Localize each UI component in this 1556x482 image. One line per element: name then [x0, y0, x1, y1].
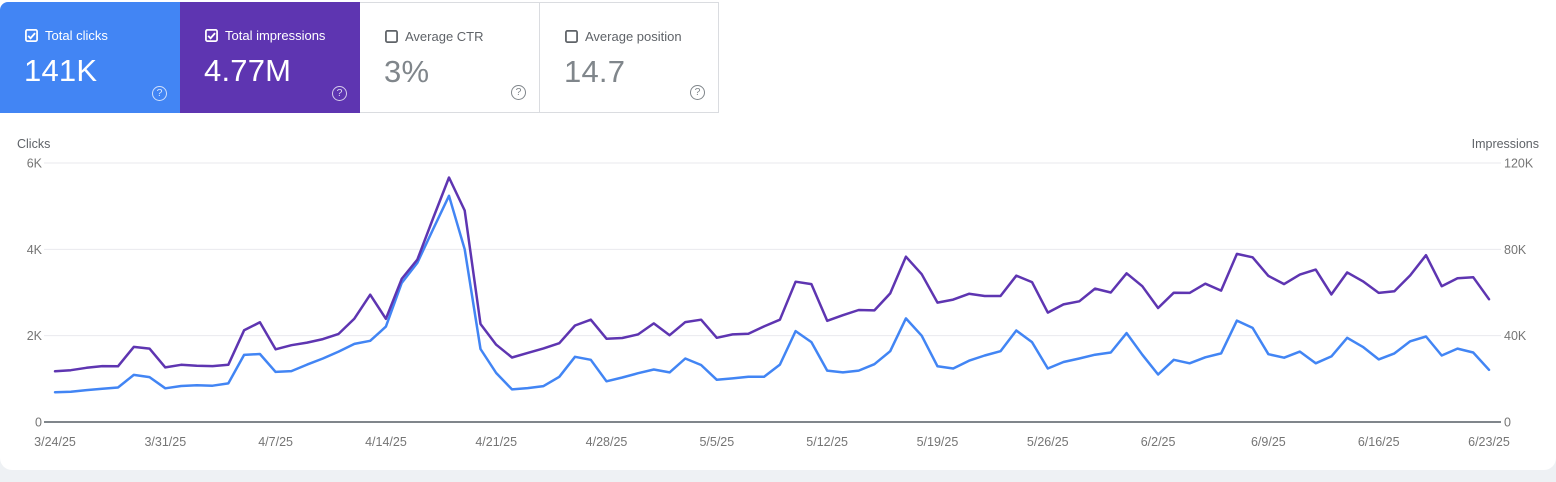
x-tick-label: 5/12/25: [806, 435, 848, 449]
metric-card-label: Total clicks: [45, 28, 108, 43]
metric-card-value: 141K: [24, 53, 98, 88]
metric-card-average-position[interactable]: Average position 14.7: [540, 2, 719, 113]
metric-card-total-impressions[interactable]: Total impressions 4.77M: [180, 2, 360, 113]
y-tick-left: 6K: [27, 157, 43, 171]
x-tick-label: 4/21/25: [475, 435, 517, 449]
metric-card-head: Total clicks: [25, 28, 108, 43]
x-tick-label: 4/7/25: [258, 435, 293, 449]
x-tick-label: 4/14/25: [365, 435, 407, 449]
metric-card-value: 3%: [384, 54, 430, 89]
y-tick-left: 4K: [27, 243, 43, 257]
metric-card-head: Average position: [565, 29, 682, 44]
metric-cards-row: Total clicks 141K Total impressions 4.77…: [0, 2, 719, 113]
help-icon[interactable]: [332, 86, 347, 101]
x-tick-label: 3/31/25: [144, 435, 186, 449]
x-tick-label: 5/19/25: [917, 435, 959, 449]
help-icon[interactable]: [511, 85, 526, 100]
help-icon[interactable]: [152, 86, 167, 101]
metric-card-value: 14.7: [564, 54, 626, 89]
checkbox-icon[interactable]: [205, 29, 218, 42]
x-tick-label: 6/16/25: [1358, 435, 1400, 449]
y-tick-right: 0: [1504, 416, 1511, 430]
y-tick-left: 0: [35, 416, 42, 430]
metric-card-label: Total impressions: [225, 28, 326, 43]
x-tick-label: 5/26/25: [1027, 435, 1069, 449]
y-tick-right: 80K: [1504, 243, 1527, 257]
left-axis-title: Clicks: [17, 137, 50, 151]
x-tick-label: 4/28/25: [586, 435, 628, 449]
metric-card-head: Total impressions: [205, 28, 325, 43]
metric-card-label: Average CTR: [405, 29, 484, 44]
impressions-line: [53, 176, 1491, 373]
metric-card-head: Average CTR: [385, 29, 484, 44]
metric-card-average-ctr[interactable]: Average CTR 3%: [360, 2, 540, 113]
help-icon[interactable]: [690, 85, 705, 100]
y-tick-right: 40K: [1504, 329, 1527, 343]
x-tick-label: 6/9/25: [1251, 435, 1286, 449]
metric-card-total-clicks[interactable]: Total clicks 141K: [0, 2, 180, 113]
checkbox-icon[interactable]: [385, 30, 398, 43]
x-tick-label: 5/5/25: [699, 435, 734, 449]
y-tick-left: 2K: [27, 329, 43, 343]
clicks-line: [53, 194, 1491, 394]
performance-panel: Total clicks 141K Total impressions 4.77…: [0, 0, 1556, 470]
x-tick-label: 6/23/25: [1468, 435, 1510, 449]
metric-card-value: 4.77M: [204, 53, 292, 88]
metric-card-label: Average position: [585, 29, 682, 44]
checkbox-icon[interactable]: [25, 29, 38, 42]
x-tick-label: 6/2/25: [1141, 435, 1176, 449]
checkbox-icon[interactable]: [565, 30, 578, 43]
right-axis-title: Impressions: [1472, 137, 1539, 151]
x-tick-label: 3/24/25: [34, 435, 76, 449]
y-tick-right: 120K: [1504, 157, 1534, 171]
